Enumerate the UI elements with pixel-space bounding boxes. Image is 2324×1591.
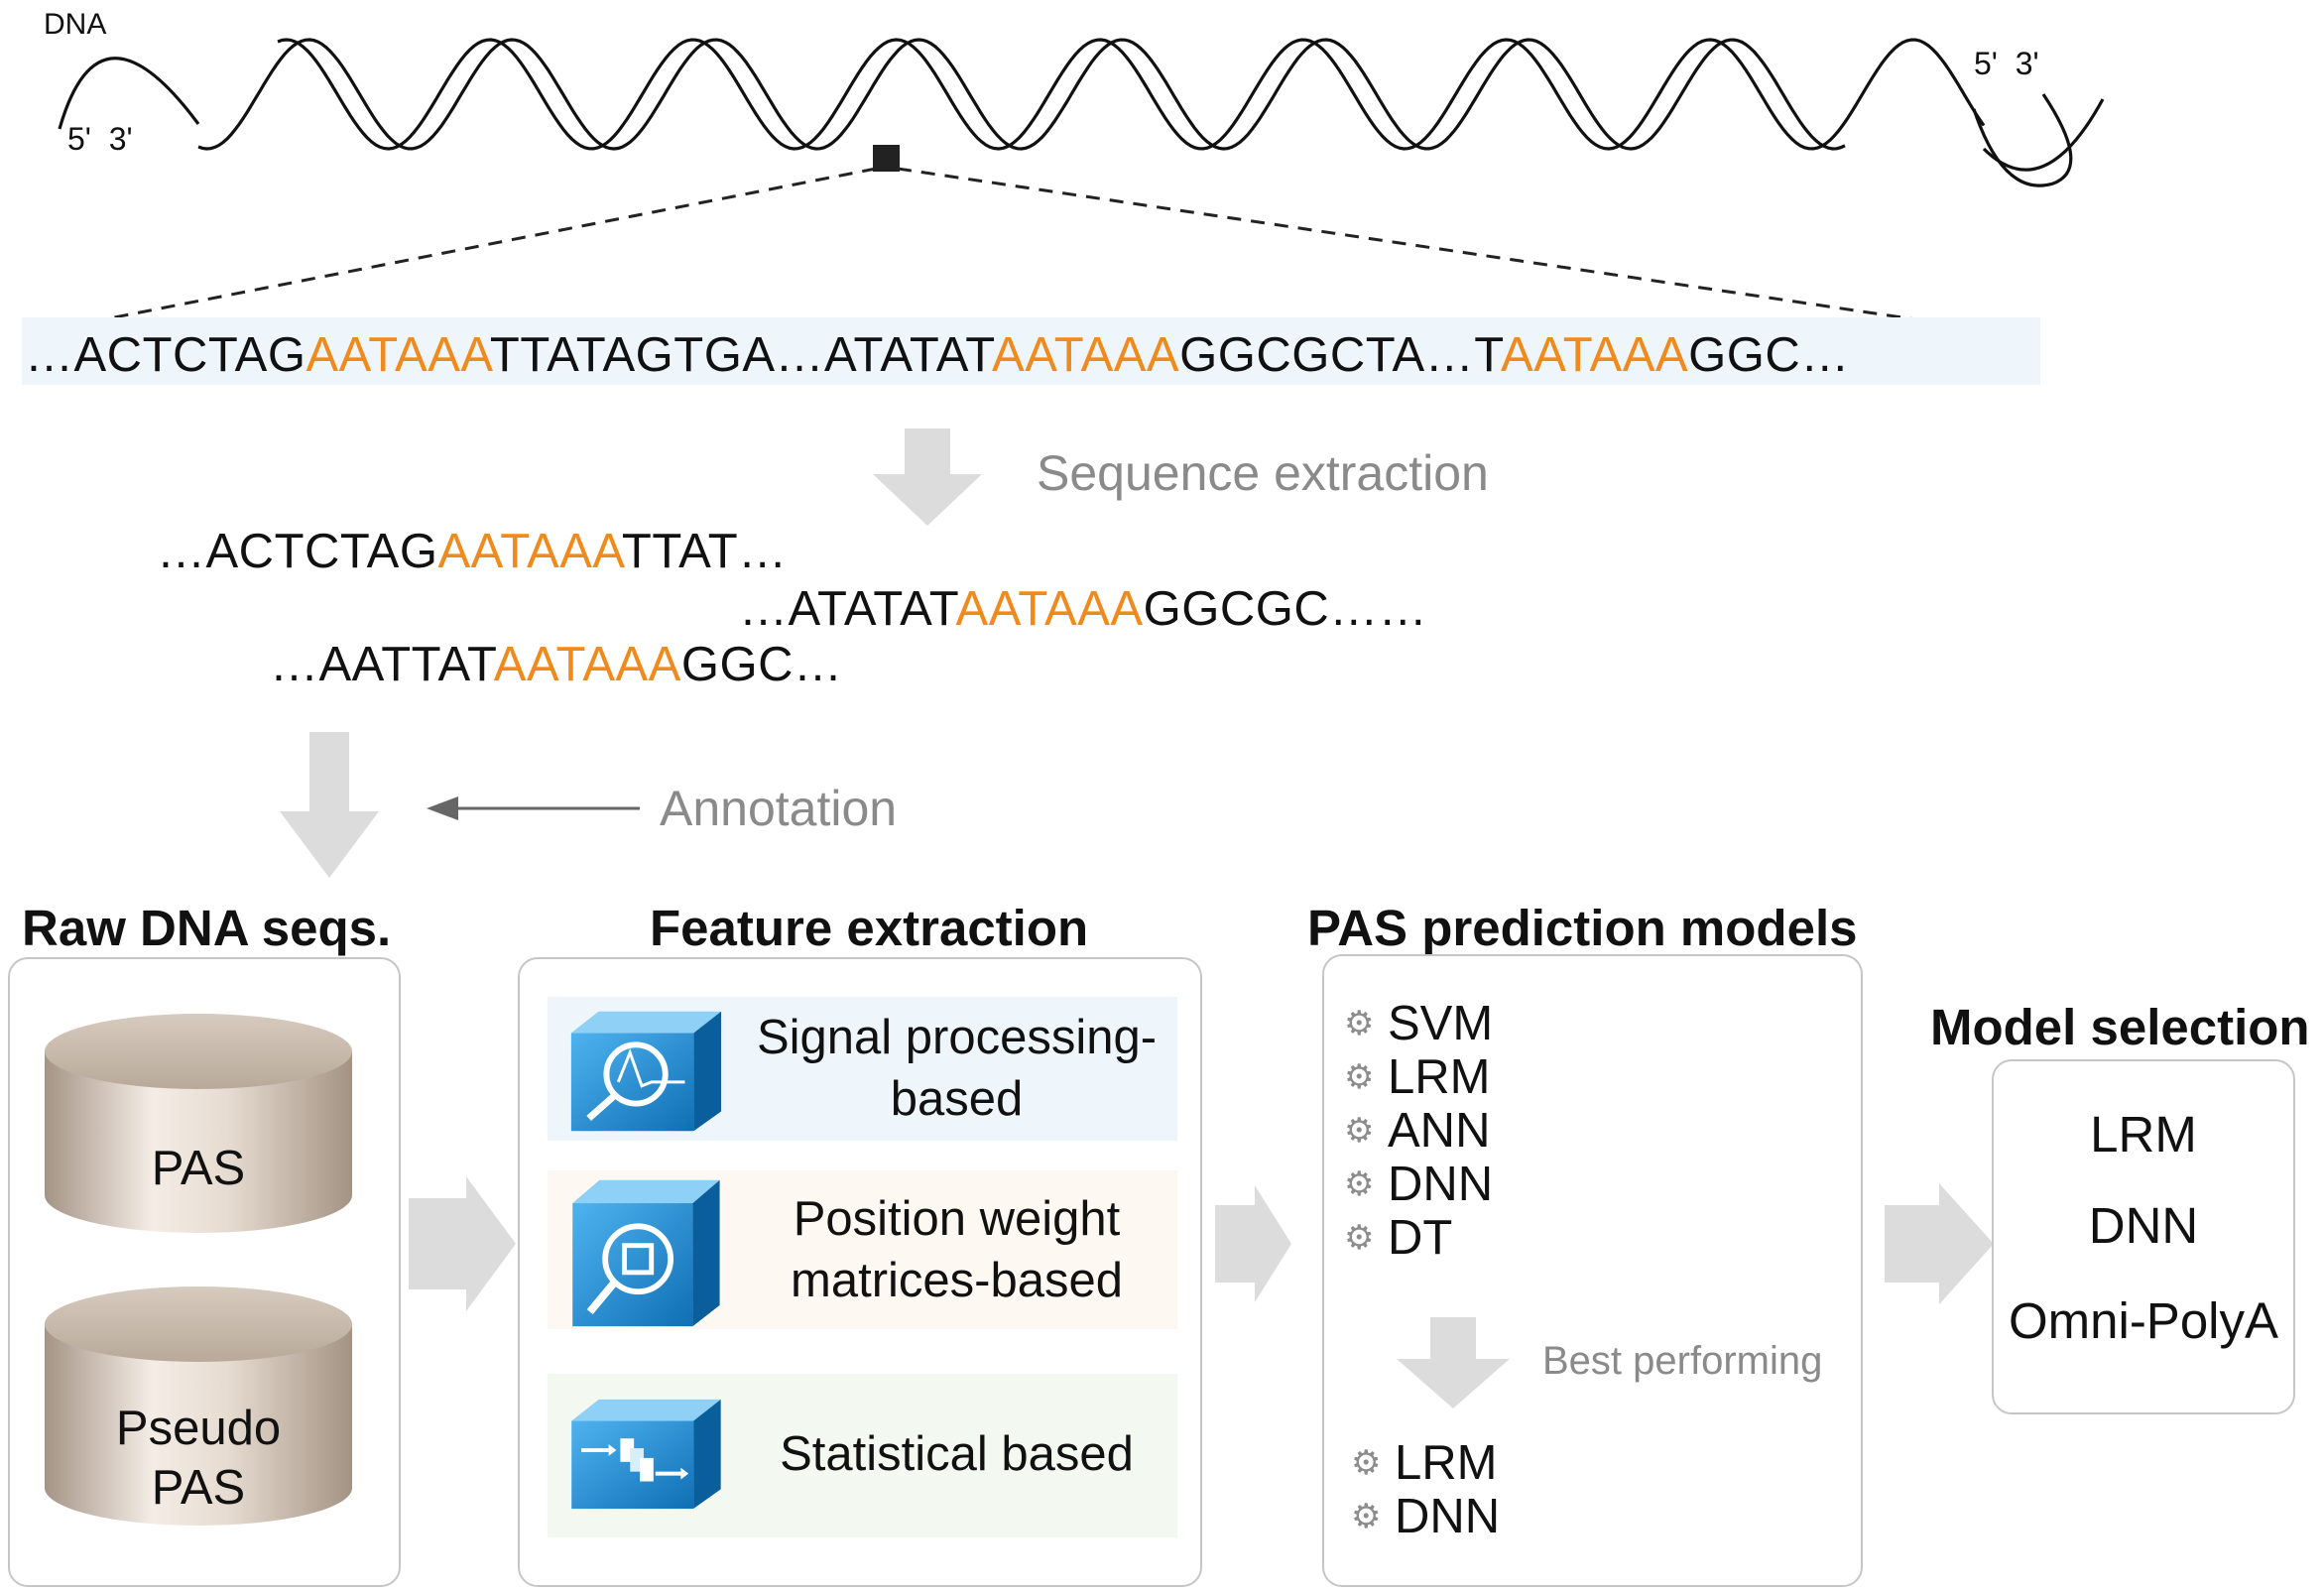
arrow-best-performing [1397,1317,1510,1408]
feature-pwm-text: Position weight matrices-based [746,1188,1167,1311]
gear-icon: ⚙ [1344,1112,1375,1150]
seq1-prefix: …ACTCTAG [157,525,438,578]
pseudo-pas-db-label-line2: PAS [151,1461,246,1515]
model-name: SVM [1388,997,1494,1050]
best-model-item-dnn: ⚙ DNN [1351,1490,1500,1543]
model-name: LRM [1388,1050,1491,1104]
best-models-list: ⚙ LRM ⚙ DNN [1351,1436,1500,1543]
feature-statistical: Statistical based [548,1374,1177,1537]
raw-dna-panel [8,957,401,1587]
annotation-label: Annotation [660,781,898,836]
dna-strand-b [197,38,1846,151]
gear-icon: ⚙ [1344,1219,1375,1257]
zoom-line-left [103,167,877,321]
model-item-svm: ⚙ SVM [1344,997,1493,1050]
pas-motif: AATAAA [1501,328,1689,382]
seq2-suffix: GGCGC…… [1143,582,1428,636]
sequence-extraction-label: Sequence extraction [1037,445,1489,501]
sequence-segment: GGC… [1688,328,1850,382]
pas-db-label: PAS [151,1142,246,1195]
seq3-prefix: …AATTAT [270,638,494,691]
dna-strand-end-a [1972,93,2073,187]
seq2-pas-motif: AATAAA [955,582,1144,636]
feature-statistical-text: Statistical based [746,1423,1167,1485]
extracted-sequence-1: …ACTCTAGAATAAATTAT… [157,528,788,576]
model-item-dt: ⚙ DT [1344,1211,1493,1265]
pas-motif: AATAAA [992,328,1180,382]
annotation-arrow-head [427,796,458,820]
gear-icon: ⚙ [1351,1498,1382,1535]
feature-signal-text: Signal processing-based [746,1007,1167,1130]
arrow-features-to-models [1215,1185,1291,1302]
dna-strand-end-b [1982,98,2105,172]
dna-helix [58,38,2105,187]
feature-signal-line1: Signal processing- [756,1011,1158,1064]
database-pas-icon [45,1014,352,1233]
sequence-segment: …ACTCTAG [25,328,306,382]
arrow-raw-to-features [409,1176,516,1311]
best-performing-label: Best performing [1542,1339,1823,1383]
model-item-dnn: ⚙ DNN [1344,1158,1493,1211]
pseudo-pas-db-label-line1: Pseudo [115,1402,282,1455]
best-model-name: DNN [1395,1490,1501,1543]
seq1-suffix: TTAT… [621,525,788,578]
model-name: ANN [1388,1104,1491,1158]
feature-position-weight: Position weight matrices-based [548,1170,1177,1329]
dna-right-end-label: 5' 3' [1974,46,2039,81]
seq1-pas-motif: AATAAA [437,525,622,578]
raw-dna-title: Raw DNA seqs. [22,900,392,956]
extracted-sequence-3: …AATTATAATAAAGGC… [270,641,843,689]
sequence-segment: GGCGCTA…T [1179,328,1502,382]
arrow-models-to-selection [1885,1183,1994,1304]
locus-marker [873,145,900,172]
feature-pwm-line1: Position weight [793,1192,1121,1246]
model-item-ann: ⚙ ANN [1344,1104,1493,1158]
dna-strand-a [58,57,200,130]
sequence-segment: TTATAGTGA…ATATAT [489,328,993,382]
model-item-lrm: ⚙ LRM [1344,1050,1493,1104]
models-panel [1322,954,1863,1587]
seq3-pas-motif: AATAAA [493,638,681,691]
extracted-sequence-2: …ATATATAATAAAGGCGC…… [739,585,1427,634]
long-sequence: …ACTCTAGAATAAATTATAGTGA…ATATATAATAAAGGCG… [25,331,1850,380]
dna-label: DNA [44,8,107,41]
model-name: DT [1388,1211,1453,1265]
magnifier-icon [572,1179,720,1327]
model-selection-title: Model selection [1930,999,2310,1055]
database-pseudo-pas-icon [45,1286,352,1526]
feature-extraction-title: Feature extraction [650,900,1089,956]
models-list: ⚙ SVM ⚙ LRM ⚙ ANN ⚙ DNN ⚙ DT [1344,997,1493,1265]
selected-model-dnn: DNN [2088,1197,2199,1254]
feature-signal-line2: based [890,1072,1024,1126]
feature-pwm-line2: matrices-based [791,1254,1123,1307]
selected-model-lrm: LRM [2090,1106,2197,1163]
gear-icon: ⚙ [1344,1005,1375,1042]
dna-left-end-label: 5' 3' [67,121,133,157]
feature-signal-processing: Signal processing-based [548,997,1177,1141]
signal-analysis-icon [570,1011,722,1132]
dna-strand-c [277,38,1986,151]
flow-blocks-icon [571,1399,721,1510]
sequence-band [22,317,2040,385]
pas-motif: AATAAA [306,328,490,382]
selected-model-omni-polya: Omni-PolyA [2008,1292,2279,1349]
gear-icon: ⚙ [1344,1165,1375,1203]
model-selection-panel: LRM DNN Omni-PolyA [1992,1059,2295,1414]
models-title: PAS prediction models [1307,900,1858,956]
feature-statistical-line1: Statistical based [780,1427,1134,1481]
model-name: DNN [1388,1158,1494,1211]
best-model-item-lrm: ⚙ LRM [1351,1436,1500,1490]
gear-icon: ⚙ [1351,1444,1382,1482]
seq3-suffix: GGC… [680,638,843,691]
best-model-name: LRM [1395,1436,1498,1490]
arrow-to-raw-dna [280,732,379,878]
seq2-prefix: …ATATAT [739,582,956,636]
arrow-sequence-extraction [873,428,982,526]
gear-icon: ⚙ [1344,1058,1375,1096]
feature-extraction-panel: Signal processing-based Position weight m… [518,957,1202,1587]
zoom-line-right [897,167,1970,329]
